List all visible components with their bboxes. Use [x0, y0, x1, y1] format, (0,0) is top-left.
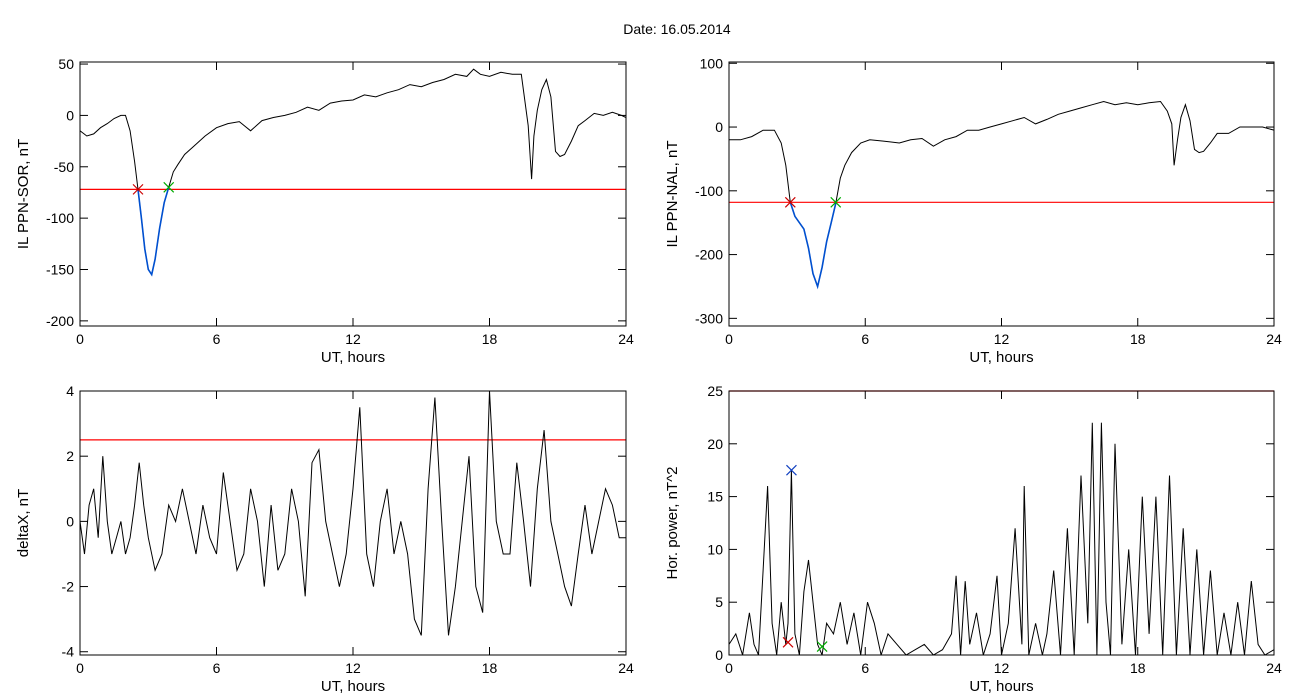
x-tick-label: 0 — [76, 660, 84, 676]
series-line-2 — [137, 187, 170, 277]
panel-4: 0 6 12 18 24 25 20 15 10 5 0 UT, hours Hor. power, n… — [664, 383, 1282, 695]
y-tick-label: -100 — [46, 210, 74, 226]
x-tick-label: 18 — [482, 331, 498, 347]
x-axis-label: UT, hours — [969, 678, 1033, 695]
x-tick-label: 12 — [345, 331, 361, 347]
series-line-1 — [80, 68, 626, 276]
x-tick-label: 12 — [994, 660, 1010, 676]
y-tick-label: 0 — [715, 119, 723, 135]
y-tick-label: 0 — [715, 647, 723, 663]
y-axis-label: IL PPN-NAL, nT — [664, 141, 681, 248]
y-tick-label: 15 — [707, 489, 723, 505]
y-axis-label: IL PPN-SOR, nT — [15, 139, 32, 249]
plot-frame — [728, 61, 1275, 327]
y-tick-label: 100 — [700, 55, 724, 71]
x-tick-label: 6 — [213, 331, 221, 347]
x-tick-label: 12 — [994, 331, 1010, 347]
y-tick-label: 10 — [707, 541, 723, 557]
series-line-1 — [80, 391, 626, 636]
x-axis-label: UT, hours — [969, 349, 1033, 366]
x-tick-label: 6 — [213, 660, 221, 676]
x-tick-label: 6 — [861, 660, 869, 676]
y-tick-label: 4 — [66, 383, 74, 399]
x-tick-label: 0 — [725, 660, 733, 676]
panel-2: 0 6 12 18 24 100 0 -100 -200 -300 UT, hours IL PPN-… — [664, 55, 1282, 366]
series-line-2 — [789, 202, 837, 290]
marker-2 — [163, 181, 175, 193]
marker-1 — [132, 183, 144, 195]
y-tick-label: 0 — [66, 513, 74, 529]
x-axis-label: UT, hours — [321, 349, 385, 366]
x-tick-label: 18 — [482, 660, 498, 676]
x-tick-label: 18 — [1130, 331, 1146, 347]
y-axis-label: Hor. power, nT^2 — [664, 467, 681, 580]
x-axis-label: UT, hours — [321, 678, 385, 695]
marker-3 — [816, 641, 828, 652]
y-axis-label: deltaX, nT — [15, 489, 32, 557]
marker-2 — [830, 196, 842, 208]
x-tick-label: 0 — [725, 331, 733, 347]
marker-2 — [786, 464, 797, 476]
y-tick-label: 20 — [707, 436, 723, 452]
x-tick-label: 18 — [1130, 660, 1146, 676]
y-tick-label: 5 — [715, 594, 723, 610]
y-tick-label: -150 — [46, 262, 74, 278]
y-tick-label: -200 — [695, 247, 723, 263]
x-tick-label: 24 — [1266, 331, 1282, 347]
y-tick-label: 2 — [66, 448, 74, 464]
plot-frame — [79, 61, 627, 327]
y-tick-label: -200 — [46, 313, 74, 329]
y-tick-label: -300 — [695, 310, 723, 326]
x-tick-label: 12 — [345, 660, 361, 676]
x-tick-label: 24 — [618, 331, 634, 347]
y-tick-label: -100 — [695, 183, 723, 199]
x-tick-label: 24 — [618, 660, 634, 676]
y-tick-label: 50 — [58, 56, 74, 72]
marker-1 — [784, 196, 796, 208]
panel-3: 0 6 12 18 24 4 2 0 -2 -4 UT, hours deltaX, nT — [15, 383, 634, 695]
y-tick-label: -2 — [62, 579, 75, 595]
y-tick-label: 0 — [66, 107, 74, 123]
y-tick-label: -4 — [62, 644, 75, 660]
x-tick-label: 6 — [861, 331, 869, 347]
series-line-1 — [729, 422, 1274, 655]
marker-1 — [782, 636, 794, 648]
y-tick-label: -50 — [54, 159, 74, 175]
figure-title: Date: 16.05.2014 — [623, 21, 731, 37]
y-tick-label: 25 — [707, 383, 723, 399]
panel-1: 0 6 12 18 24 50 0 -50 -100 -150 -200 UT, hours IL PP… — [15, 56, 634, 366]
x-tick-label: 24 — [1266, 660, 1282, 676]
x-tick-label: 0 — [76, 331, 84, 347]
